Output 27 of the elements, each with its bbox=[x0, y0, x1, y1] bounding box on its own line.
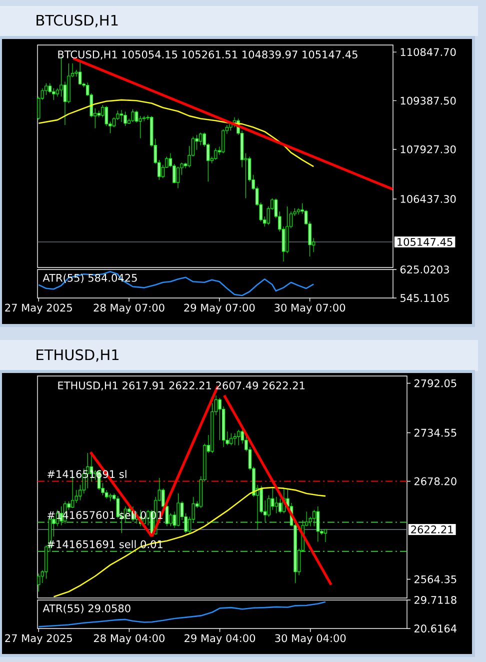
x-tick-label: 30 May 07:00 bbox=[274, 304, 346, 314]
y-tick-label: 2792.05 bbox=[414, 379, 456, 388]
y-tick-label: 106437.30 bbox=[400, 195, 456, 203]
y-tick-label: 2678.20 bbox=[414, 477, 456, 486]
chart-subtitle: ETHUSD,H1 2617.91 2622.21 2607.49 2622.21 bbox=[58, 381, 304, 391]
y-tick-label: 109387.50 bbox=[400, 96, 456, 105]
x-tick-label: 30 May 04:00 bbox=[275, 634, 346, 644]
x-tick-label: 28 May 07:00 bbox=[94, 304, 164, 314]
y-tick-label: 625.0203 bbox=[400, 266, 449, 274]
chart-subtitle: BTCUSD,H1 105054.15 105261.51 104839.97 105147.45 bbox=[58, 50, 358, 60]
chart-title: BTCUSD,H1 bbox=[36, 14, 118, 28]
chart-title: ETHUSD,H1 bbox=[36, 349, 119, 362]
y-tick-label: 545.1105 bbox=[400, 294, 449, 302]
ref-line-label: 105147.45 bbox=[398, 238, 452, 246]
ref-line-label: 2622.21 bbox=[411, 525, 453, 534]
y-tick-label: 110847.70 bbox=[400, 48, 456, 56]
y-tick-label: 2734.55 bbox=[414, 428, 456, 437]
series-label: ATR(55) 29.0580 bbox=[42, 604, 130, 614]
x-tick-label: 27 May 2025 bbox=[5, 304, 72, 314]
x-tick-label: 29 May 07:00 bbox=[184, 304, 255, 314]
y-tick-label: 29.7118 bbox=[414, 596, 456, 604]
x-tick-label: 27 May 2025 bbox=[5, 634, 72, 644]
x-tick-label: 29 May 04:00 bbox=[184, 634, 256, 644]
y-tick-label: 107927.30 bbox=[400, 145, 456, 154]
y-tick-label: 2564.35 bbox=[414, 575, 456, 584]
y-tick-label: 20.6164 bbox=[414, 624, 457, 632]
x-tick-label: 28 May 04:00 bbox=[94, 634, 164, 644]
